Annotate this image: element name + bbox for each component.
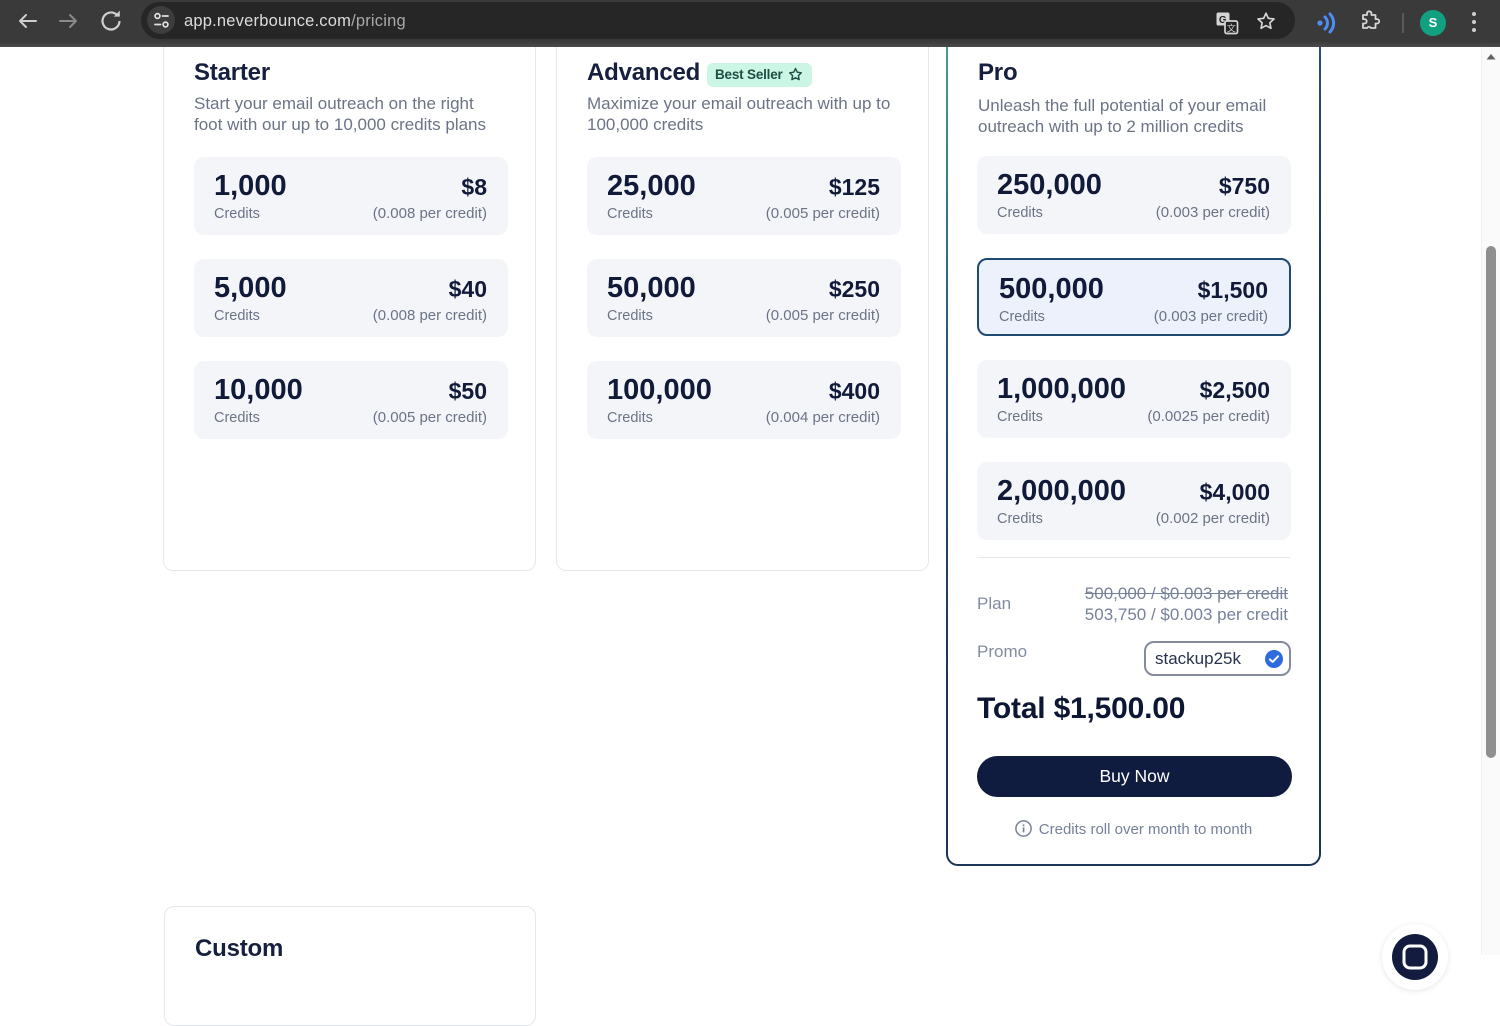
svg-text:G: G	[1219, 15, 1227, 26]
svg-text:文: 文	[1227, 23, 1236, 34]
